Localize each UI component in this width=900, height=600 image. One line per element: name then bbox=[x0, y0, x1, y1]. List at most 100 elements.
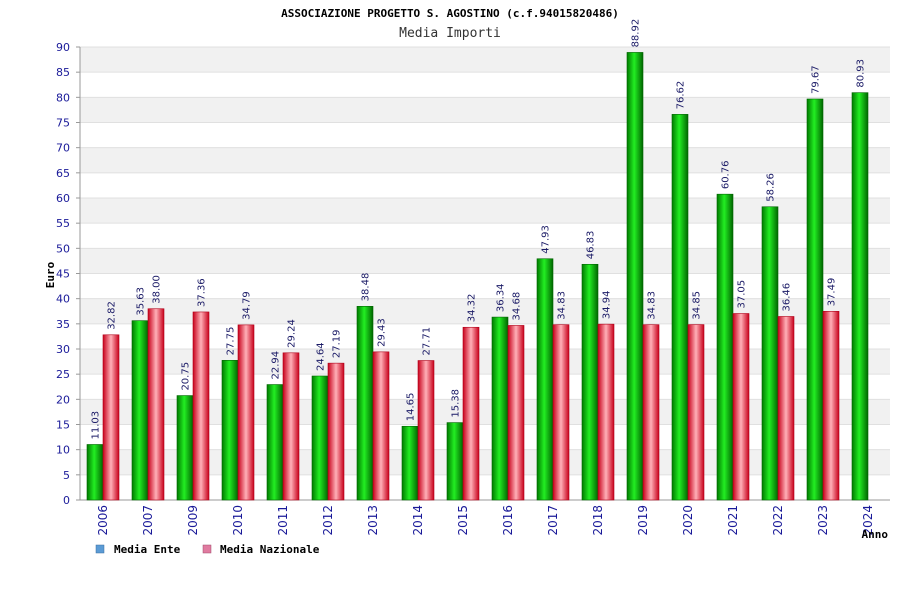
value-label-media-ente: 24.64 bbox=[316, 342, 327, 371]
y-axis-ticks: 0 5 10 15 20 25 30 35 40 45 50 55 60 65 70 75 80 85 90 bbox=[56, 41, 80, 507]
value-label-media-nazionale: 32.82 bbox=[107, 301, 118, 330]
plot-band bbox=[80, 198, 890, 224]
value-label-media-nazionale: 34.85 bbox=[692, 291, 703, 320]
y-tick-label: 45 bbox=[56, 268, 70, 281]
value-label-media-nazionale: 29.43 bbox=[377, 318, 388, 347]
plot-band bbox=[80, 449, 890, 475]
bar-media-nazionale bbox=[147, 308, 165, 501]
bar-media-nazionale bbox=[417, 360, 435, 501]
value-label-media-nazionale: 34.32 bbox=[467, 294, 478, 323]
x-tick-label: 2018 bbox=[591, 505, 605, 536]
y-tick-label: 85 bbox=[56, 66, 70, 79]
bar-media-nazionale bbox=[237, 324, 255, 501]
x-tick-label: 2011 bbox=[276, 505, 290, 536]
y-tick-label: 50 bbox=[56, 242, 70, 255]
bar-media-ente bbox=[311, 375, 329, 501]
x-tick-label: 2021 bbox=[726, 505, 740, 536]
x-tick-label: 2024 bbox=[861, 505, 875, 536]
bar-media-nazionale bbox=[102, 334, 120, 501]
bar-media-ente bbox=[716, 193, 734, 501]
plot-band bbox=[80, 374, 890, 400]
bar-media-ente bbox=[491, 316, 509, 501]
y-tick-label: 5 bbox=[63, 469, 70, 482]
x-tick-label: 2010 bbox=[231, 505, 245, 536]
bar-media-ente bbox=[86, 444, 104, 501]
x-axis-label: Anno bbox=[862, 528, 889, 541]
plot-band bbox=[80, 349, 890, 375]
bar-media-nazionale bbox=[282, 352, 300, 501]
legend-label-media-nazionale: Media Nazionale bbox=[220, 543, 320, 556]
y-tick-label: 80 bbox=[56, 91, 70, 104]
bar-media-ente bbox=[581, 263, 599, 501]
value-label-media-ente: 46.83 bbox=[586, 231, 597, 260]
value-label-media-nazionale: 37.49 bbox=[827, 278, 838, 307]
y-tick-label: 60 bbox=[56, 192, 70, 205]
plot-band bbox=[80, 298, 890, 324]
plot-band bbox=[80, 474, 890, 500]
bar-media-ente bbox=[266, 384, 284, 501]
plot-band bbox=[80, 122, 890, 148]
value-label-media-ente: 36.34 bbox=[496, 283, 507, 312]
value-label-media-ente: 20.75 bbox=[181, 362, 192, 391]
legend-label-media-ente: Media Ente bbox=[114, 543, 181, 556]
value-labels: 11.03 32.82 35.63 38.00 20.75 37.36 27.75 34.79… bbox=[91, 19, 867, 440]
plot-band bbox=[80, 97, 890, 123]
x-tick-label: 2019 bbox=[636, 505, 650, 536]
bar-media-ente bbox=[221, 360, 239, 501]
bar-media-nazionale bbox=[822, 311, 840, 501]
plot-band bbox=[80, 223, 890, 249]
value-label-media-nazionale: 38.00 bbox=[152, 275, 163, 304]
x-tick-label: 2013 bbox=[366, 505, 380, 536]
plot-bands bbox=[80, 47, 890, 500]
bar-media-ente bbox=[401, 425, 419, 501]
y-tick-label: 30 bbox=[56, 343, 70, 356]
bar-media-nazionale bbox=[552, 324, 570, 501]
x-tick-label: 2023 bbox=[816, 505, 830, 536]
bar-media-nazionale bbox=[597, 323, 615, 501]
y-tick-label: 10 bbox=[56, 444, 70, 457]
x-tick-label: 2014 bbox=[411, 505, 425, 536]
value-label-media-ente: 76.62 bbox=[676, 81, 687, 110]
value-label-media-ente: 88.92 bbox=[631, 19, 642, 48]
value-label-media-nazionale: 29.24 bbox=[287, 319, 298, 348]
bar-media-ente bbox=[176, 395, 194, 501]
gridlines bbox=[80, 46, 890, 501]
bar-media-nazionale bbox=[327, 362, 345, 501]
chart-title: ASSOCIAZIONE PROGETTO S. AGOSTINO (c.f.9… bbox=[281, 7, 619, 20]
value-label-media-ente: 35.63 bbox=[136, 287, 147, 316]
plot-band bbox=[80, 147, 890, 173]
value-label-media-nazionale: 27.71 bbox=[422, 327, 433, 356]
plot-band bbox=[80, 323, 890, 349]
value-label-media-ente: 58.26 bbox=[766, 173, 777, 202]
plot-band bbox=[80, 273, 890, 299]
x-tick-label: 2006 bbox=[96, 505, 110, 536]
x-axis-ticks: 2006 2007 2009 2010 2011 2012 2013 2014 2015 2016… bbox=[96, 505, 875, 536]
value-label-media-nazionale: 34.68 bbox=[512, 292, 523, 321]
value-label-media-nazionale: 34.94 bbox=[602, 290, 613, 319]
y-axis-label: Euro bbox=[44, 261, 57, 288]
plot-band bbox=[80, 172, 890, 198]
bar-media-nazionale bbox=[192, 311, 210, 501]
x-tick-label: 2022 bbox=[771, 505, 785, 536]
plot-band bbox=[80, 72, 890, 98]
y-tick-label: 15 bbox=[56, 419, 70, 432]
y-tick-label: 65 bbox=[56, 167, 70, 180]
value-label-media-ente: 79.67 bbox=[811, 65, 822, 94]
value-label-media-ente: 80.93 bbox=[856, 59, 867, 88]
x-tick-label: 2016 bbox=[501, 505, 515, 536]
bar-media-ente bbox=[131, 320, 149, 501]
plot-band bbox=[80, 399, 890, 425]
y-tick-label: 0 bbox=[63, 494, 70, 507]
value-label-media-ente: 27.75 bbox=[226, 327, 237, 356]
bar-media-ente bbox=[806, 98, 824, 501]
y-tick-label: 20 bbox=[56, 393, 70, 406]
value-label-media-ente: 15.38 bbox=[451, 389, 462, 418]
value-label-media-ente: 47.93 bbox=[541, 225, 552, 254]
value-label-media-ente: 11.03 bbox=[91, 411, 102, 440]
value-label-media-ente: 60.76 bbox=[721, 161, 732, 190]
bar-media-ente bbox=[671, 114, 689, 501]
value-label-media-ente: 38.48 bbox=[361, 273, 372, 302]
x-tick-label: 2017 bbox=[546, 505, 560, 536]
y-tick-label: 35 bbox=[56, 318, 70, 331]
